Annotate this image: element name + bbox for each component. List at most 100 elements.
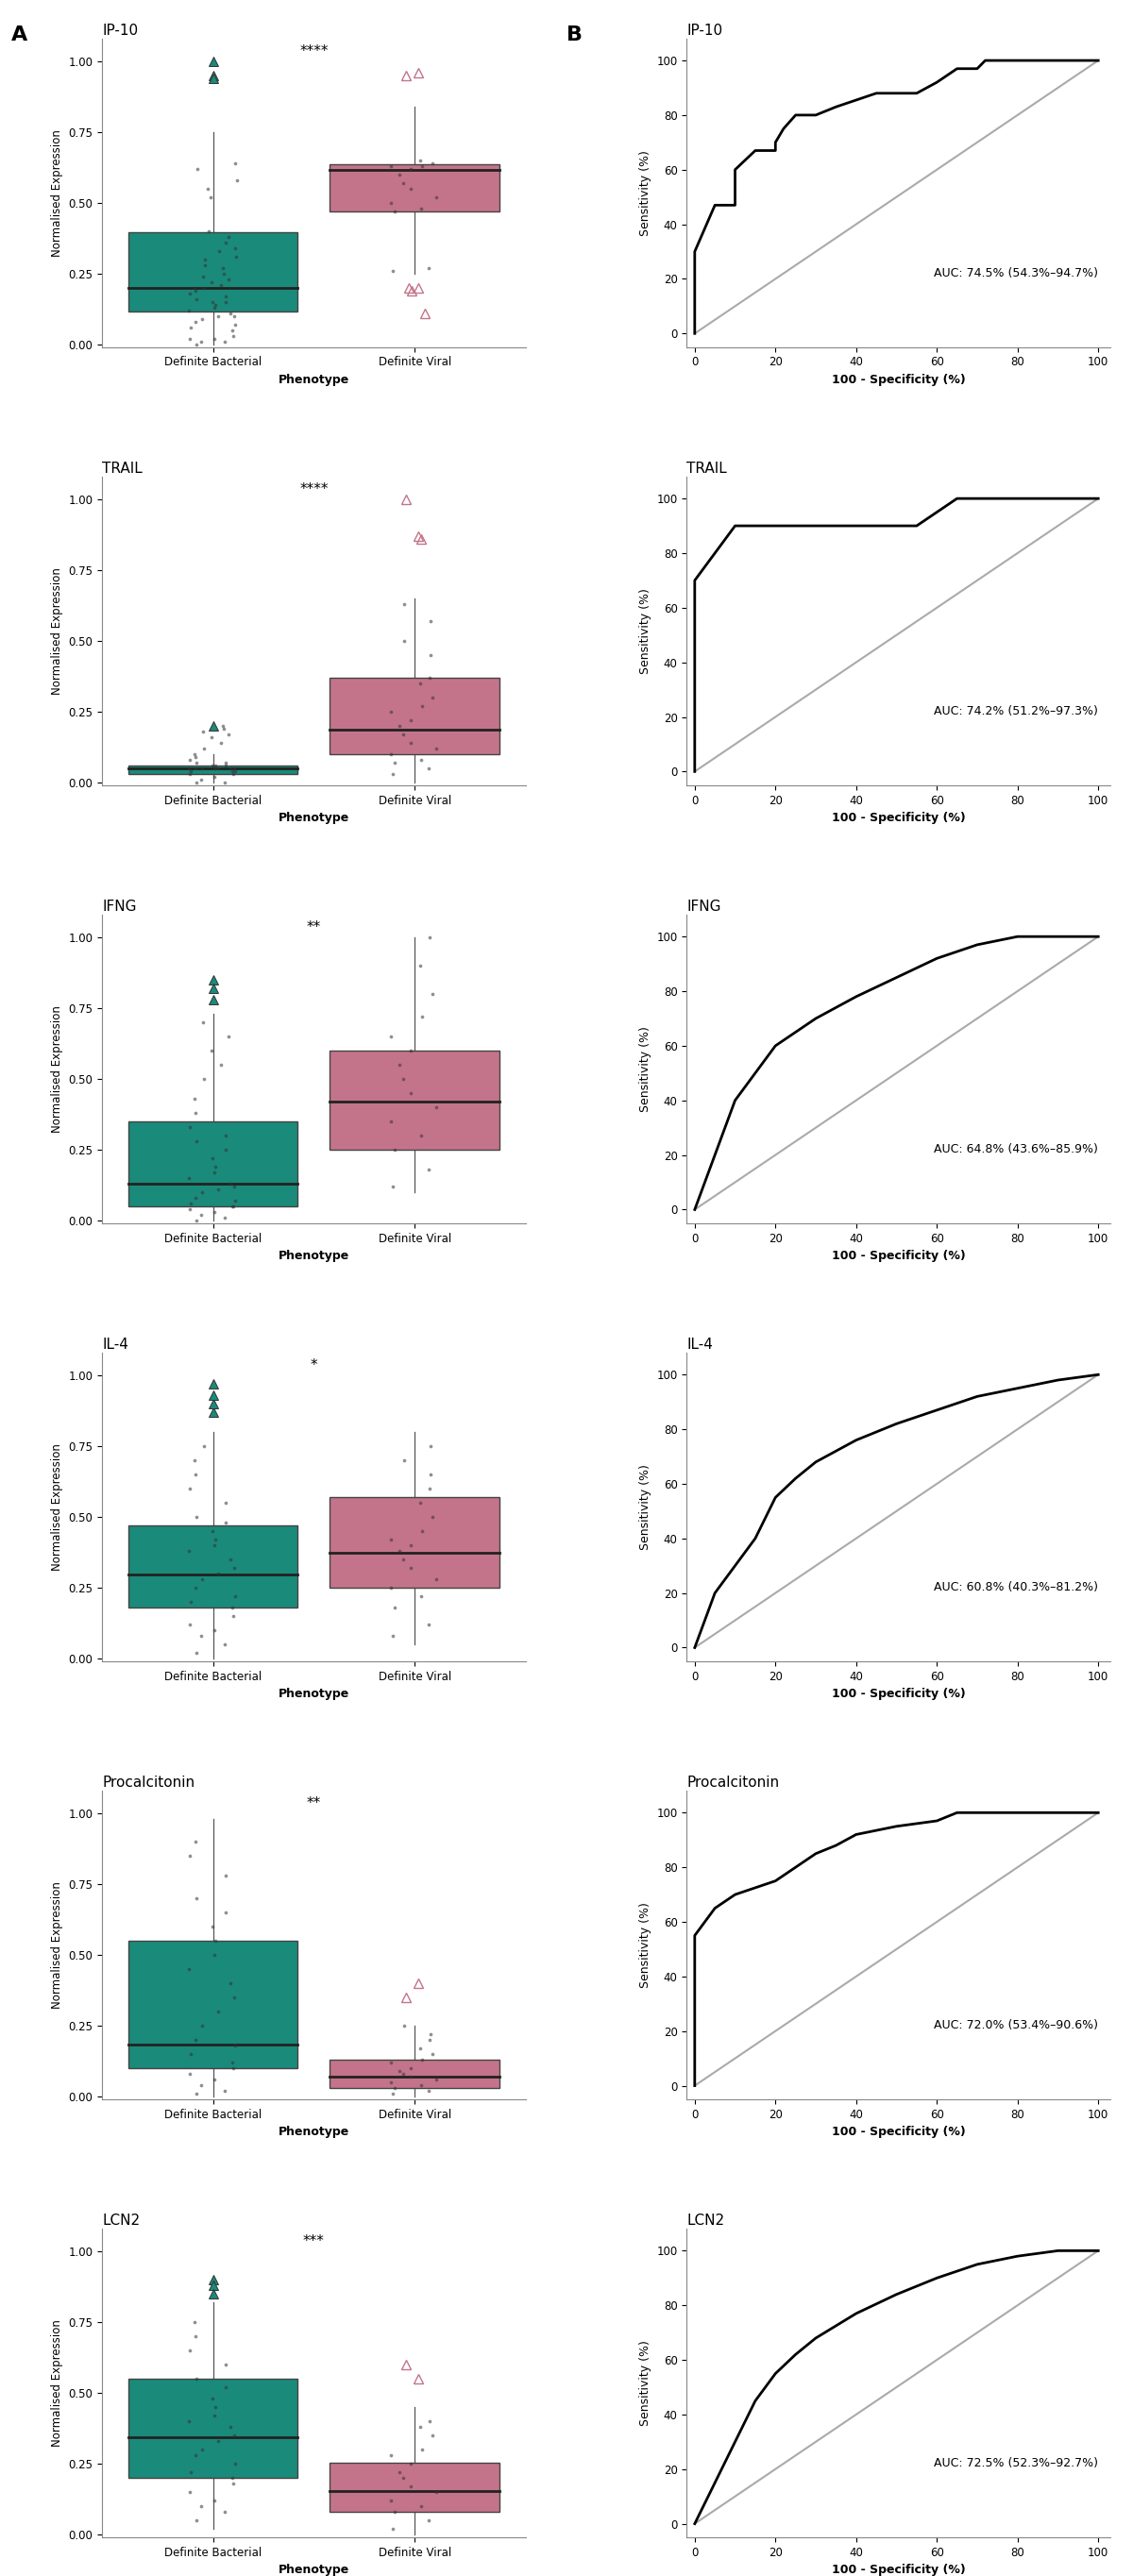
Text: **: ** (307, 1795, 321, 1811)
Point (203, 2378, 221, 2419)
Point (386, 2491, 404, 2532)
Point (419, 1605, 437, 1646)
Point (391, 155, 409, 196)
Point (391, 1043, 409, 1084)
Point (412, 144, 431, 185)
Point (212, 721, 230, 762)
Point (208, 1170, 227, 1211)
Point (402, 721, 420, 762)
X-axis label: Phenotype: Phenotype (279, 374, 349, 386)
Point (424, 2414, 442, 2455)
Point (216, 222, 235, 263)
Point (216, 1855, 235, 1896)
Point (194, 1172, 212, 1213)
Point (202, 178, 220, 219)
Point (225, 2025, 244, 2066)
Y-axis label: Normalised Expression: Normalised Expression (51, 1005, 63, 1133)
Point (424, 142, 442, 183)
Point (421, 600, 440, 641)
Point (223, 309, 241, 350)
Point (225, 2442, 244, 2483)
Point (181, 2032, 199, 2074)
Bar (330, 165, 500, 211)
Point (180, 2470, 198, 2512)
Text: ***: *** (303, 2233, 325, 2249)
Point (186, 1440, 204, 1481)
Point (186, 1453, 204, 1494)
Point (180, 752, 198, 793)
X-axis label: 100 - Specificity (%): 100 - Specificity (%) (832, 2125, 965, 2138)
Bar (128, 1525, 298, 1607)
Point (208, 296, 227, 337)
Point (427, 1087, 445, 1128)
Point (206, 1146, 224, 1188)
Y-axis label: Normalised Expression: Normalised Expression (51, 1880, 63, 2009)
Point (421, 2014, 440, 2056)
Point (424, 1497, 442, 1538)
X-axis label: 100 - Specificity (%): 100 - Specificity (%) (832, 1249, 965, 1262)
Point (216, 281, 235, 322)
Point (420, 917, 438, 958)
Point (393, 162, 411, 204)
Point (187, 2499, 205, 2540)
Point (411, 662, 429, 703)
Point (205, 317, 223, 358)
Point (382, 2481, 400, 2522)
Y-axis label: Sensitivity (%): Sensitivity (%) (639, 2339, 651, 2427)
Point (225, 1167, 244, 1208)
Point (215, 322, 233, 363)
Point (393, 1538, 411, 1579)
Point (187, 278, 205, 319)
Point (194, 255, 212, 296)
Point (383, 1615, 401, 1656)
Y-axis label: Normalised Expression: Normalised Expression (51, 567, 63, 696)
Point (187, 325, 205, 366)
Point (421, 1425, 440, 1466)
Point (187, 1633, 205, 1674)
Point (386, 1587, 404, 1628)
Point (193, 760, 211, 801)
X-axis label: 100 - Specificity (%): 100 - Specificity (%) (832, 1687, 965, 1700)
Point (421, 634, 440, 675)
Point (386, 1128, 404, 1170)
Point (216, 2344, 235, 2385)
Point (180, 273, 198, 314)
Text: Procalcitonin: Procalcitonin (102, 1775, 195, 1790)
Text: AUC: 74.2% (51.2%–97.3%): AUC: 74.2% (51.2%–97.3%) (934, 706, 1098, 716)
Point (215, 1198, 233, 1239)
Point (181, 2452, 199, 2494)
Point (186, 1177, 204, 1218)
Y-axis label: Sensitivity (%): Sensitivity (%) (639, 1025, 651, 1113)
Point (382, 2061, 400, 2102)
Point (181, 750, 199, 791)
Point (225, 304, 244, 345)
Point (187, 742, 205, 783)
Point (214, 247, 232, 289)
Point (224, 314, 242, 355)
Bar (128, 232, 298, 312)
Point (193, 2486, 211, 2527)
Point (412, 2063, 431, 2105)
Point (228, 160, 246, 201)
Point (221, 2406, 239, 2447)
Point (180, 1947, 198, 1989)
Point (194, 2429, 212, 2470)
Point (412, 188, 431, 229)
Point (195, 729, 213, 770)
Point (382, 1520, 400, 1561)
Point (419, 2499, 437, 2540)
Point (188, 149, 206, 191)
Point (206, 283, 224, 325)
Point (206, 1520, 224, 1561)
Y-axis label: Normalised Expression: Normalised Expression (51, 129, 63, 258)
Point (412, 2429, 431, 2470)
Point (187, 1878, 205, 1919)
Point (219, 714, 237, 755)
Point (402, 2056, 420, 2097)
Point (205, 1525, 223, 1566)
Point (382, 1100, 400, 1141)
Point (420, 1468, 438, 1510)
Point (383, 752, 401, 793)
Point (194, 2004, 212, 2045)
Point (219, 1015, 237, 1056)
